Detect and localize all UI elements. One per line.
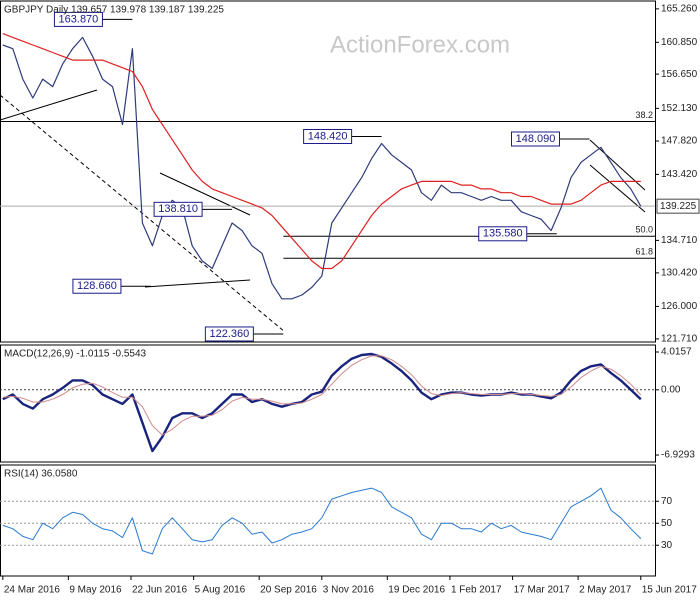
level-label: 38.2 [635, 110, 653, 120]
x-tick-label: 17 Mar 2017 [514, 585, 571, 596]
x-tick-label: 3 Nov 2016 [323, 585, 375, 596]
panel-title: GBPJPY Daily 139.657 139.978 139.187 139… [4, 5, 224, 16]
annotation-label: 148.090 [516, 133, 556, 145]
x-tick-label: 2 May 2017 [579, 585, 632, 596]
y-tick-label: 130.420 [661, 268, 698, 279]
annotation-label: 135.580 [483, 228, 523, 240]
level-label: 61.8 [635, 247, 653, 257]
x-tick-label: 15 Jun 2017 [642, 585, 697, 596]
annotation: 163.870 [53, 11, 133, 27]
trendline [589, 164, 646, 213]
annotation-label: 122.360 [209, 328, 249, 340]
annotation-box [511, 131, 560, 147]
series-line [2, 33, 641, 270]
y-tick-label: 147.820 [661, 136, 698, 147]
trendline [144, 279, 251, 288]
trendline [159, 172, 251, 216]
annotation-box [303, 128, 353, 144]
annotation-label: 163.870 [59, 13, 99, 25]
panel-title: MACD(12,26,9) -1.0115 -0.5543 [4, 349, 147, 360]
annotation-label: 128.660 [77, 280, 117, 292]
annotation-box [153, 201, 203, 217]
panel-title: RSI(14) 36.0580 [4, 469, 78, 480]
panel-frame [0, 344, 656, 463]
annotation: 148.090 [511, 131, 590, 147]
annotation: 138.810 [153, 201, 233, 217]
y-tick-label: 160.850 [661, 37, 698, 48]
x-tick-label: 20 Sep 2016 [260, 585, 317, 596]
y-tick-label: 0.00 [661, 384, 681, 395]
x-tick-label: 19 Dec 2016 [388, 585, 445, 596]
y-tick-label: 4.0157 [661, 347, 692, 358]
annotation-label: 148.420 [308, 130, 348, 142]
x-tick-label: 1 Feb 2017 [451, 585, 502, 596]
annotation: 128.660 [72, 278, 151, 294]
x-tick-label: 22 Jun 2016 [132, 585, 187, 596]
y-tick-label: 50 [661, 518, 673, 529]
y-tick-label: 134.710 [661, 235, 698, 246]
watermark: ActionForex.com [330, 31, 510, 58]
trendline [0, 89, 98, 121]
last-price-label: 139.225 [660, 201, 697, 212]
panel-frame [0, 464, 656, 577]
annotation-box [204, 326, 254, 342]
y-tick-label: 156.650 [661, 69, 698, 80]
x-tick-label: 9 May 2016 [69, 585, 122, 596]
annotation-box [72, 278, 122, 294]
level-label: 50.0 [635, 225, 653, 235]
last-price-box [656, 198, 700, 214]
annotation-box [478, 226, 528, 242]
y-tick-label: 126.000 [661, 301, 698, 312]
y-tick-label: 152.130 [661, 103, 698, 114]
y-tick-label: 143.420 [661, 169, 698, 180]
trendline [0, 94, 286, 333]
y-tick-label: -6.9293 [661, 450, 695, 461]
x-tick-label: 24 Mar 2016 [4, 585, 61, 596]
y-tick-label: 70 [661, 496, 673, 507]
annotation-box [53, 11, 103, 27]
series-line [2, 36, 642, 300]
annotation: 135.580 [478, 226, 557, 242]
y-tick-label: 30 [661, 540, 673, 551]
series-line [2, 355, 642, 436]
panel-frame [0, 0, 656, 343]
y-tick-label: 165.260 [661, 4, 698, 15]
x-tick-label: 5 Aug 2016 [195, 585, 246, 596]
annotation-label: 138.810 [158, 203, 198, 215]
annotation: 122.360 [204, 326, 284, 342]
y-tick-label: 121.710 [661, 334, 698, 345]
series-line [2, 487, 642, 555]
annotation: 148.420 [303, 128, 382, 144]
